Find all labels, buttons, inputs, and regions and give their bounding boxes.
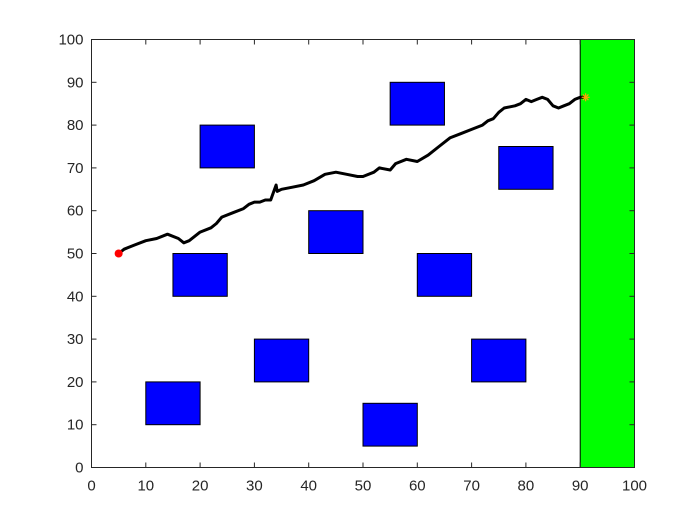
path-line [117, 95, 588, 255]
obstacle-8 [416, 253, 473, 297]
obstacle-1 [145, 381, 201, 426]
y-axis-ticks: 0 10 20 30 40 50 60 70 80 90 100 [58, 32, 635, 477]
y-tick-label: 70 [67, 160, 84, 177]
obstacle-9 [471, 338, 527, 383]
goal-region [579, 39, 636, 468]
y-tick-label: 50 [67, 246, 84, 263]
y-tick-label: 40 [67, 288, 84, 305]
obstacle-3 [199, 124, 255, 169]
x-tick-label: 0 [87, 478, 95, 495]
x-axis-ticks: 0 10 20 30 40 50 60 70 80 90 100 [87, 39, 647, 495]
obstacle-6 [362, 402, 418, 447]
obstacle-7 [389, 81, 445, 126]
path-layer [117, 95, 588, 255]
x-tick-label: 80 [518, 478, 535, 495]
markers-layer [114, 93, 590, 258]
y-tick-label: 60 [67, 203, 84, 220]
y-tick-label: 10 [67, 417, 84, 434]
x-tick-label: 50 [355, 478, 372, 495]
x-tick-label: 30 [246, 478, 263, 495]
x-tick-label: 90 [572, 478, 589, 495]
obstacle-10 [498, 146, 554, 190]
y-tick-label: 80 [67, 117, 84, 134]
end-marker [581, 93, 590, 102]
y-tick-label: 20 [67, 374, 84, 391]
x-tick-label: 40 [300, 478, 317, 495]
x-tick-label: 10 [137, 478, 154, 495]
y-tick-label: 0 [75, 460, 83, 477]
x-tick-label: 100 [622, 478, 647, 495]
obstacle-4 [253, 338, 310, 383]
obstacles-layer [145, 81, 554, 447]
y-tick-label: 30 [67, 331, 84, 348]
y-tick-label: 90 [67, 74, 84, 91]
y-tick-label: 100 [58, 32, 83, 49]
x-tick-label: 20 [192, 478, 209, 495]
obstacle-2 [172, 253, 228, 297]
obstacle-5 [308, 210, 364, 254]
x-tick-label: 70 [463, 478, 480, 495]
goal-region-layer [579, 39, 636, 468]
start-marker [114, 249, 123, 258]
x-tick-label: 60 [409, 478, 426, 495]
